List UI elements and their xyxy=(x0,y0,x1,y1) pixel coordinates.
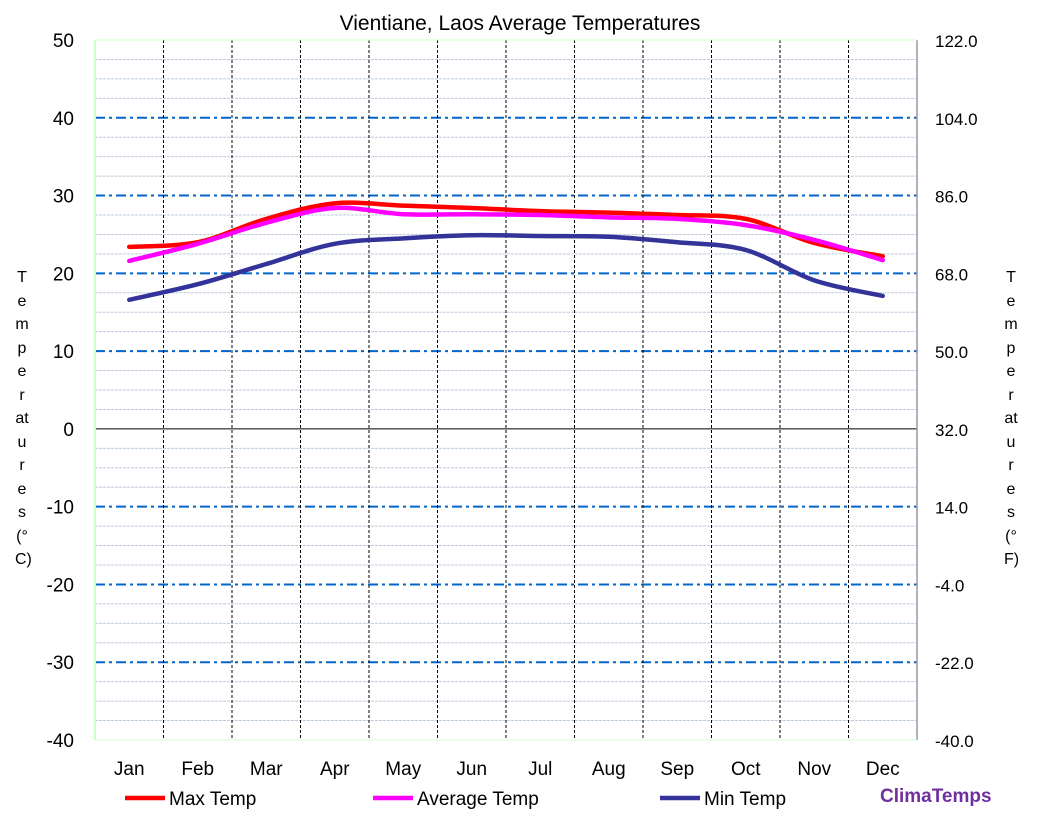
y2-tick-label: 122.0 xyxy=(935,32,978,51)
x-tick-label: Oct xyxy=(731,759,761,780)
max-temp-line xyxy=(127,200,885,259)
y-tick-label: -10 xyxy=(47,498,74,519)
x-tick-label: May xyxy=(385,759,421,780)
y2-tick-label: 14.0 xyxy=(935,499,968,518)
y-tick-label: 20 xyxy=(53,264,74,285)
y-tick-label: -30 xyxy=(47,653,74,674)
y2-tick-label: 50.0 xyxy=(935,343,968,362)
legend-label-min-temp: Min Temp xyxy=(704,789,786,810)
y-tick-label: 40 xyxy=(53,109,74,130)
x-tick-label: Feb xyxy=(181,759,214,780)
x-tick-label: Jan xyxy=(114,759,145,780)
climatemps-logo: ClimaTemps xyxy=(880,786,992,807)
x-tick-label: Aug xyxy=(592,759,626,780)
y-tick-label: 30 xyxy=(53,187,74,208)
y-tick-label: 0 xyxy=(63,420,74,441)
x-tick-label: Sep xyxy=(660,759,694,780)
y2-tick-label: 32.0 xyxy=(935,421,968,440)
y-tick-label: 50 xyxy=(53,31,74,52)
y2-tick-label: 104.0 xyxy=(935,110,978,129)
y2-tick-label: -4.0 xyxy=(935,576,964,595)
x-tick-label: Dec xyxy=(866,759,900,780)
y-tick-label: -20 xyxy=(47,575,74,596)
y2-tick-label: 68.0 xyxy=(935,265,968,284)
x-tick-label: Jul xyxy=(528,759,552,780)
y2-tick-label: -22.0 xyxy=(935,654,974,673)
x-tick-label: Apr xyxy=(320,759,350,780)
x-tick-label: Nov xyxy=(797,759,831,780)
x-tick-label: Mar xyxy=(250,759,283,780)
y-axis-label-right: Temperatures (°F) xyxy=(1004,269,1020,568)
legend-label-max-temp: Max Temp xyxy=(169,789,256,810)
y-tick-label: 10 xyxy=(53,342,74,363)
y-tick-label: -40 xyxy=(47,731,74,752)
y-axis-label-left: Temperatures (°C) xyxy=(15,269,32,568)
x-tick-label: Jun xyxy=(456,759,487,780)
legend-label-average-temp: Average Temp xyxy=(417,789,539,810)
chart-title: Vientiane, Laos Average Temperatures xyxy=(340,12,701,35)
y2-tick-label: 86.0 xyxy=(935,188,968,207)
average-temp-line xyxy=(127,205,885,264)
min-temp-line xyxy=(127,232,885,303)
y2-tick-label: -40.0 xyxy=(935,732,974,751)
